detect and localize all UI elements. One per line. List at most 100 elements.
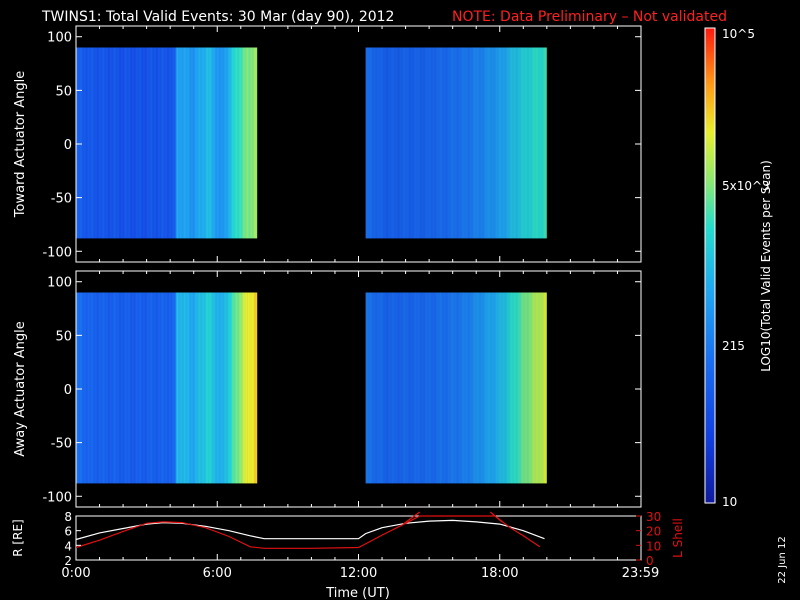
away-column (194, 292, 196, 484)
preliminary-note: NOTE: Data Preliminary – Not validated (452, 9, 727, 25)
away-column (119, 292, 121, 484)
away-column (480, 292, 482, 484)
away-column (130, 292, 132, 484)
toward-column (234, 47, 236, 239)
toward-column (133, 47, 135, 239)
away-column (232, 292, 234, 484)
toward-column (506, 47, 508, 239)
away-column (456, 292, 458, 484)
away-column (398, 292, 400, 484)
toward-column (520, 47, 522, 239)
toward-column (129, 47, 131, 239)
away-column (161, 292, 163, 484)
toward-column (410, 47, 412, 239)
toward-column (497, 47, 499, 239)
toward-column (76, 47, 78, 239)
away-column (532, 292, 534, 484)
toward-column (196, 47, 198, 239)
away-column (375, 292, 377, 484)
away-column (402, 292, 404, 484)
toward-y-tick-label: -50 (51, 192, 72, 207)
toward-column (421, 47, 423, 239)
toward-column (81, 47, 83, 239)
away-column (415, 292, 417, 484)
away-column (142, 292, 144, 484)
away-column (529, 292, 531, 484)
toward-column (226, 47, 228, 239)
toward-column (137, 47, 139, 239)
away-column (202, 292, 204, 484)
away-column (108, 292, 110, 484)
away-column (215, 292, 217, 484)
toward-column (424, 47, 426, 239)
away-column (541, 292, 543, 484)
away-column (77, 292, 79, 484)
toward-column (466, 47, 468, 239)
toward-column (415, 47, 417, 239)
toward-block-0 (76, 47, 258, 239)
toward-column (456, 47, 458, 239)
toward-column (167, 47, 169, 239)
away-column (392, 292, 394, 484)
toward-column (224, 47, 226, 239)
toward-column (244, 47, 246, 239)
away-column (158, 292, 160, 484)
away-column (543, 292, 545, 484)
toward-column (395, 47, 397, 239)
toward-column (409, 47, 411, 239)
away-column (386, 292, 388, 484)
toward-column (434, 47, 436, 239)
toward-column (537, 47, 539, 239)
toward-column (373, 47, 375, 239)
away-column (197, 292, 199, 484)
away-y-tick-label: -100 (42, 490, 72, 505)
toward-column (535, 47, 537, 239)
toward-column (481, 47, 483, 239)
toward-column (204, 47, 206, 239)
toward-column (499, 47, 501, 239)
away-column (476, 292, 478, 484)
toward-column (504, 47, 506, 239)
toward-column (149, 47, 151, 239)
toward-column (199, 47, 201, 239)
away-column (131, 292, 133, 484)
away-column (495, 292, 497, 484)
away-column (218, 292, 220, 484)
toward-column (533, 47, 535, 239)
away-column (424, 292, 426, 484)
away-column (241, 292, 243, 484)
away-column (439, 292, 441, 484)
away-column (198, 292, 200, 484)
away-column (178, 292, 180, 484)
away-column (512, 292, 514, 484)
toward-column (193, 47, 195, 239)
x-tick-label: 0:00 (61, 566, 90, 581)
toward-column (132, 47, 134, 239)
away-column (435, 292, 437, 484)
toward-column (96, 47, 98, 239)
away-column (186, 292, 188, 484)
away-column (462, 292, 464, 484)
toward-column (176, 47, 178, 239)
away-column (121, 292, 123, 484)
toward-column (404, 47, 406, 239)
away-column (206, 292, 208, 484)
toward-column (139, 47, 141, 239)
toward-column (109, 47, 111, 239)
toward-column (97, 47, 99, 239)
toward-column (229, 47, 231, 239)
away-column (92, 292, 94, 484)
toward-block-1 (365, 47, 547, 239)
toward-column (396, 47, 398, 239)
away-column (196, 292, 198, 484)
toward-column (427, 47, 429, 239)
away-column (133, 292, 135, 484)
colorbar-tick-max: 10^5 (722, 27, 755, 41)
away-column (430, 292, 432, 484)
away-column (105, 292, 107, 484)
toward-column (489, 47, 491, 239)
toward-column (545, 47, 547, 239)
away-column (134, 292, 136, 484)
